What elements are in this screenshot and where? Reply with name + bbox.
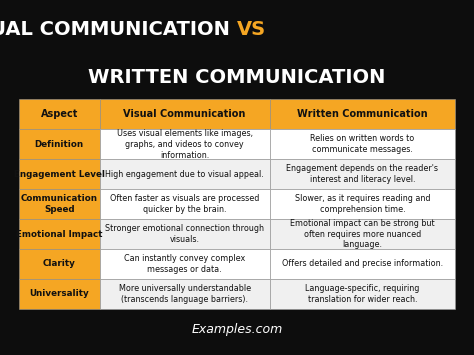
- Text: Examples.com: Examples.com: [191, 323, 283, 336]
- Text: Universality: Universality: [29, 289, 89, 299]
- Text: Engagement depends on the reader's
interest and literacy level.: Engagement depends on the reader's inter…: [286, 164, 438, 184]
- Text: More universally understandable
(transcends language barriers).: More universally understandable (transce…: [118, 284, 251, 304]
- Bar: [19, 159, 100, 189]
- Text: Emotional impact can be strong but
often requires more nuanced
language.: Emotional impact can be strong but often…: [290, 219, 435, 249]
- Bar: [19, 279, 100, 309]
- Bar: [100, 129, 270, 159]
- Bar: [100, 279, 270, 309]
- Bar: [19, 219, 100, 249]
- Text: Written Communication: Written Communication: [297, 109, 428, 119]
- Bar: [100, 189, 270, 219]
- Bar: [270, 129, 455, 159]
- Text: Aspect: Aspect: [41, 109, 78, 119]
- Text: Can instantly convey complex
messages or data.: Can instantly convey complex messages or…: [124, 254, 246, 274]
- Bar: [270, 219, 455, 249]
- Text: High engagement due to visual appeal.: High engagement due to visual appeal.: [105, 170, 264, 179]
- Text: Relies on written words to
communicate messages.: Relies on written words to communicate m…: [310, 135, 414, 154]
- Text: Definition: Definition: [35, 140, 84, 149]
- Bar: [270, 279, 455, 309]
- Text: Language-specific, requiring
translation for wider reach.: Language-specific, requiring translation…: [305, 284, 419, 304]
- Text: Clarity: Clarity: [43, 260, 76, 268]
- Text: Offers detailed and precise information.: Offers detailed and precise information.: [282, 260, 443, 268]
- Text: Communication
Speed: Communication Speed: [21, 194, 98, 214]
- Bar: [270, 189, 455, 219]
- Bar: [19, 129, 100, 159]
- Bar: [100, 219, 270, 249]
- Text: Often faster as visuals are processed
quicker by the brain.: Often faster as visuals are processed qu…: [110, 194, 259, 214]
- Bar: [270, 99, 455, 129]
- Bar: [100, 99, 270, 129]
- Text: Slower, as it requires reading and
comprehension time.: Slower, as it requires reading and compr…: [295, 194, 430, 214]
- Text: Uses visual elements like images,
graphs, and videos to convey
information.: Uses visual elements like images, graphs…: [117, 129, 253, 159]
- Text: Engagement Level: Engagement Level: [14, 170, 105, 179]
- Text: VISUAL COMMUNICATION: VISUAL COMMUNICATION: [0, 20, 237, 39]
- Bar: [270, 159, 455, 189]
- Text: Emotional Impact: Emotional Impact: [16, 230, 102, 239]
- Text: WRITTEN COMMUNICATION: WRITTEN COMMUNICATION: [88, 68, 386, 87]
- Bar: [270, 249, 455, 279]
- Text: Stronger emotional connection through
visuals.: Stronger emotional connection through vi…: [105, 224, 264, 244]
- Text: VS: VS: [237, 20, 266, 39]
- Text: Visual Communication: Visual Communication: [124, 109, 246, 119]
- Bar: [100, 249, 270, 279]
- Bar: [19, 99, 100, 129]
- Bar: [19, 249, 100, 279]
- Bar: [100, 159, 270, 189]
- Bar: [19, 189, 100, 219]
